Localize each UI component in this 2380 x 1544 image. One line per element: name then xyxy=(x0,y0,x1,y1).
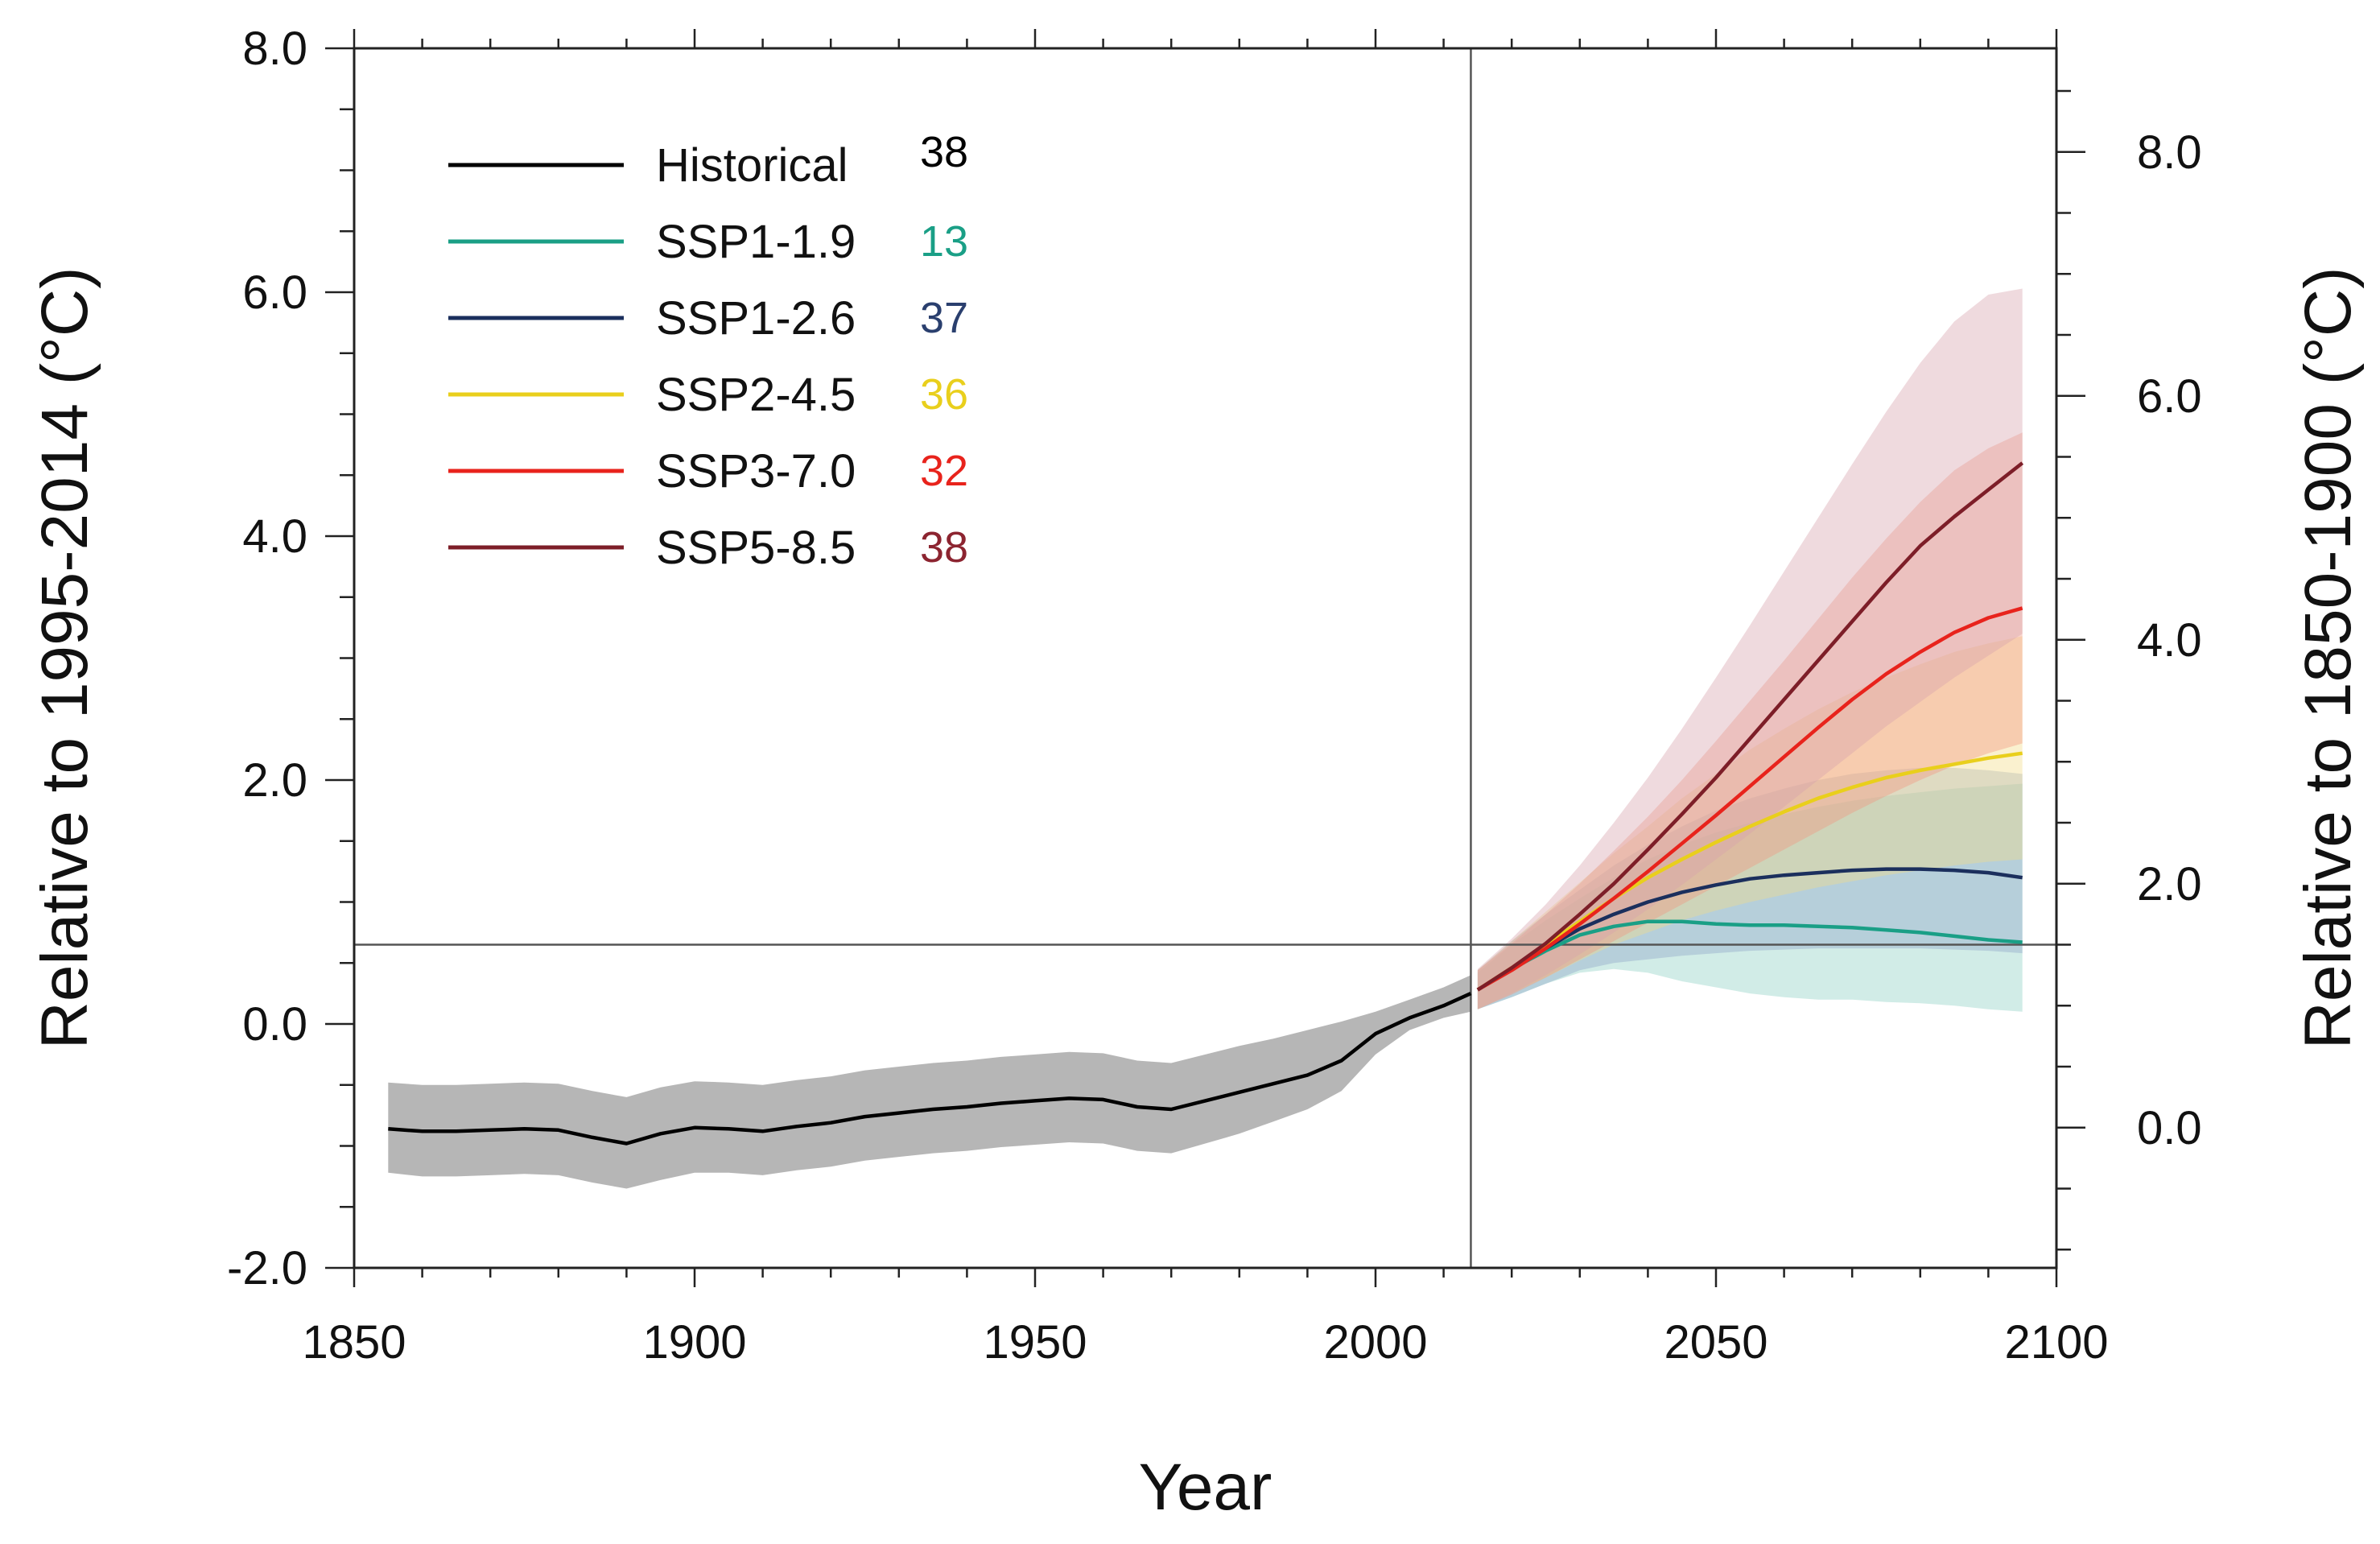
legend-label-historical: Historical xyxy=(656,139,848,192)
line-ssp1-1-9 xyxy=(1476,919,2023,992)
legend-count-ssp2-4-5: 36 xyxy=(920,370,968,419)
y-axis-title-right: Relative to 1850-1900 (°C) xyxy=(2291,267,2365,1050)
y-tick-label-left: -2.0 xyxy=(227,1242,307,1294)
band-historical xyxy=(388,975,1471,1189)
y-tick-label-right: 4.0 xyxy=(2137,614,2202,667)
legend-count-ssp5-8-5: 38 xyxy=(920,523,968,572)
band-ssp1-2-6 xyxy=(1477,767,2023,1009)
x-axis-title: Year xyxy=(1139,1451,1272,1524)
uncertainty-bands xyxy=(388,288,2023,1189)
x-tick-label: 1850 xyxy=(302,1316,406,1369)
y-tick-label-left: 0.0 xyxy=(242,998,307,1051)
legend-count-ssp1-2-6: 37 xyxy=(920,294,968,342)
x-tick-label: 2100 xyxy=(2004,1316,2108,1369)
band-ssp3-7-0 xyxy=(1477,432,2023,1009)
y-tick-label-left: 8.0 xyxy=(242,23,307,75)
y-tick-label-right: 6.0 xyxy=(2137,370,2202,423)
legend-count-ssp1-1-9: 13 xyxy=(920,217,968,266)
legend: Historical 38 SSP1-1.9 13 SSP1-2.6 37 SSP2-4.5… xyxy=(448,128,968,574)
x-tick-label: 2000 xyxy=(1323,1316,1427,1369)
legend-label-ssp5-8-5: SSP5-8.5 xyxy=(656,522,856,574)
band-ssp5-8-5 xyxy=(1477,288,2023,1009)
reference-lines xyxy=(354,48,2056,1268)
y-tick-label-left: 4.0 xyxy=(242,510,307,563)
y-axis-title-left: Relative to 1995-2014 (°C) xyxy=(28,267,101,1050)
axis-ticks xyxy=(325,29,2085,1287)
y-tick-label-right: 2.0 xyxy=(2137,858,2202,910)
legend-count-historical: 38 xyxy=(920,128,968,176)
legend-label-ssp1-1-9: SSP1-1.9 xyxy=(656,216,856,268)
line-historical xyxy=(388,992,1472,1146)
y-tick-label-right: 0.0 xyxy=(2137,1102,2202,1154)
series-lines xyxy=(388,461,2024,1146)
band-ssp1-1-9 xyxy=(1477,783,2023,1012)
y-tick-label-left: 2.0 xyxy=(242,754,307,807)
line-ssp2-4-5 xyxy=(1476,751,2023,992)
y-tick-label-right: 8.0 xyxy=(2137,126,2202,179)
x-tick-label: 2050 xyxy=(1664,1316,1767,1369)
legend-count-ssp3-7-0: 32 xyxy=(920,447,968,495)
legend-label-ssp1-2-6: SSP1-2.6 xyxy=(656,292,856,345)
y-tick-label-left: 6.0 xyxy=(242,266,307,319)
x-tick-label: 1900 xyxy=(642,1316,746,1369)
line-ssp1-2-6 xyxy=(1476,867,2023,992)
x-tick-label: 1950 xyxy=(983,1316,1087,1369)
line-ssp3-7-0 xyxy=(1476,606,2023,992)
line-ssp5-8-5 xyxy=(1476,461,2024,992)
tick-labels: 1850 1900 1950 2000 2050 2100 -2.0 0.0 2.0 4.0 6.0… xyxy=(227,23,2202,1369)
legend-label-ssp3-7-0: SSP3-7.0 xyxy=(656,445,856,497)
legend-label-ssp2-4-5: SSP2-4.5 xyxy=(656,369,856,421)
